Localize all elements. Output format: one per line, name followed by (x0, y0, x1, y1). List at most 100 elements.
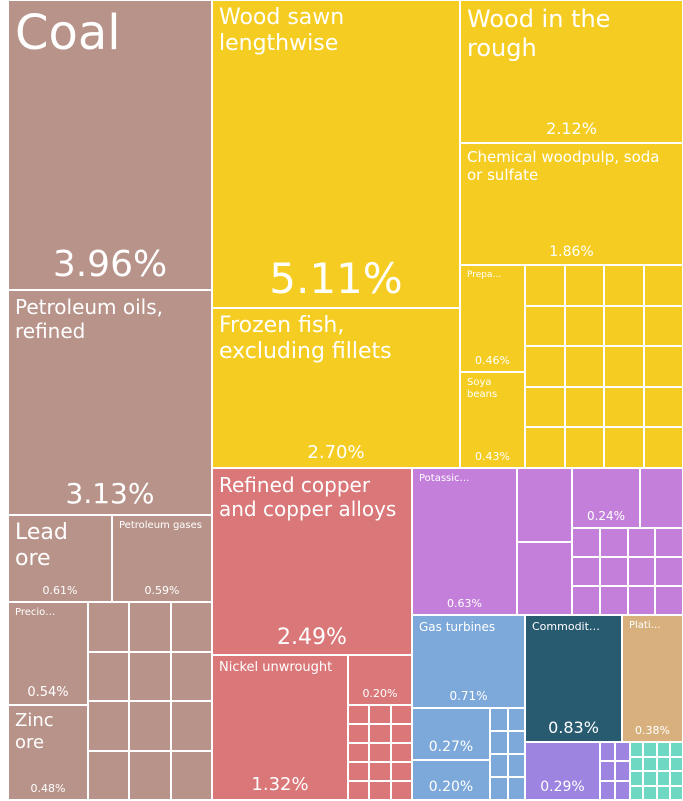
treemap-cell: 0.29% (525, 742, 600, 800)
value-label: 0.48% (30, 782, 66, 795)
value-label: 0.46% (475, 354, 510, 367)
minor-cell (390, 743, 412, 762)
treemap-cell: Precio… 0.54% (8, 602, 88, 705)
minor-cell (88, 750, 130, 800)
minor-cell (572, 528, 600, 557)
minor-cell (507, 731, 525, 754)
treemap-cell: Nickel unwrought 1.32% (212, 655, 348, 800)
minor-cell (369, 743, 391, 762)
value-label: 0.38% (635, 724, 670, 737)
treemap-cell: Zinc ore 0.48% (8, 705, 88, 800)
value-label: 0.61% (42, 584, 78, 597)
minor-cell (88, 602, 130, 652)
minor-cell (627, 557, 656, 586)
minor-cell (656, 742, 670, 757)
minor-cell (604, 305, 644, 347)
cell-label: Gas turbines (419, 620, 496, 634)
cell-label: Chemical woodpulp, soda or sulfate (467, 148, 660, 184)
minor-cell (525, 386, 565, 428)
minor-cell (599, 586, 628, 615)
value-label: 0.54% (27, 685, 69, 700)
minor-cell (348, 724, 370, 743)
minor-cell (643, 386, 683, 428)
minor-cell (564, 427, 604, 468)
cell-label: Coal (15, 5, 121, 61)
treemap-cell: 0.20% (412, 760, 490, 800)
cell-label: Potassic… (419, 473, 470, 484)
minor-cell (630, 785, 644, 800)
cell-label: Precio… (15, 607, 56, 618)
minor-cell (630, 742, 644, 757)
minor-cell (170, 651, 212, 701)
cell-label: Plati… (629, 620, 661, 631)
minor-cell (615, 742, 630, 762)
minor-cell (643, 346, 683, 387)
cell-label: Commodit… (532, 620, 600, 633)
minor-cell (525, 305, 565, 347)
minor-cell (656, 771, 670, 786)
treemap-cell: Chemical woodpulp, soda or sulfate 1.86% (460, 143, 683, 265)
treemap-cell: Frozen fish, excluding fillets 2.70% (212, 308, 460, 468)
minor-cell (572, 557, 600, 586)
minor-cell (655, 557, 683, 586)
minor-cell (627, 528, 656, 557)
value-label: 0.43% (475, 450, 510, 463)
minor-cell (643, 742, 657, 757)
minor-cell (129, 651, 171, 701)
minor-cell (615, 761, 630, 781)
minor-cell (564, 305, 604, 347)
minor-cell (129, 602, 171, 652)
value-label: 3.96% (52, 244, 168, 285)
minor-cell (572, 586, 600, 615)
treemap-cell: Prepa… 0.46% (460, 265, 525, 372)
value-label: 0.63% (447, 597, 482, 610)
treemap-cell: Gas turbines 0.71% (412, 615, 525, 708)
minor-cell (643, 771, 657, 786)
minor-cell (390, 781, 412, 800)
minor-cell (525, 427, 565, 468)
value-label: 0.24% (586, 509, 626, 523)
minor-cell (656, 785, 670, 800)
cell-label: Nickel unwrought (219, 660, 333, 675)
minor-cell (390, 762, 412, 781)
minor-cell (643, 785, 657, 800)
minor-cell (490, 754, 508, 777)
minor-cell (640, 468, 683, 528)
minor-cell (604, 427, 644, 468)
minor-cell (507, 708, 525, 731)
minor-cell (600, 761, 615, 781)
minor-cell (348, 705, 370, 724)
minor-cell (129, 701, 171, 751)
cell-label: Wood sawn lengthwise (219, 5, 345, 57)
treemap-cell: Commodit… 0.83% (525, 615, 622, 742)
cell-label: Zinc ore (15, 710, 54, 753)
minor-cell (600, 780, 615, 800)
minor-cell (655, 586, 683, 615)
minor-cell (490, 708, 508, 731)
minor-cell (507, 777, 525, 800)
minor-cell (643, 756, 657, 771)
treemap-cell: Lead ore 0.61% (8, 515, 112, 602)
minor-cell (348, 781, 370, 800)
value-label: 1.32% (251, 774, 309, 795)
minor-cell (600, 742, 615, 762)
minor-cell (655, 528, 683, 557)
value-label: 0.71% (449, 689, 488, 703)
minor-cell (525, 346, 565, 387)
value-label: 1.86% (549, 244, 594, 260)
minor-cell (615, 780, 630, 800)
minor-cell (517, 468, 572, 542)
minor-cell (170, 602, 212, 652)
treemap-cell: Refined copper and copper alloys 2.49% (212, 468, 412, 655)
minor-cell (369, 705, 391, 724)
minor-cell (129, 750, 171, 800)
minor-cell (643, 427, 683, 468)
minor-cell (627, 586, 656, 615)
value-label: 2.12% (546, 119, 597, 138)
minor-cell (490, 777, 508, 800)
minor-cell (669, 756, 683, 771)
treemap-cell: 0.24% (572, 468, 640, 528)
minor-cell (564, 386, 604, 428)
treemap-cell: Wood sawn lengthwise 5.11% (212, 0, 460, 308)
minor-cell (630, 756, 644, 771)
